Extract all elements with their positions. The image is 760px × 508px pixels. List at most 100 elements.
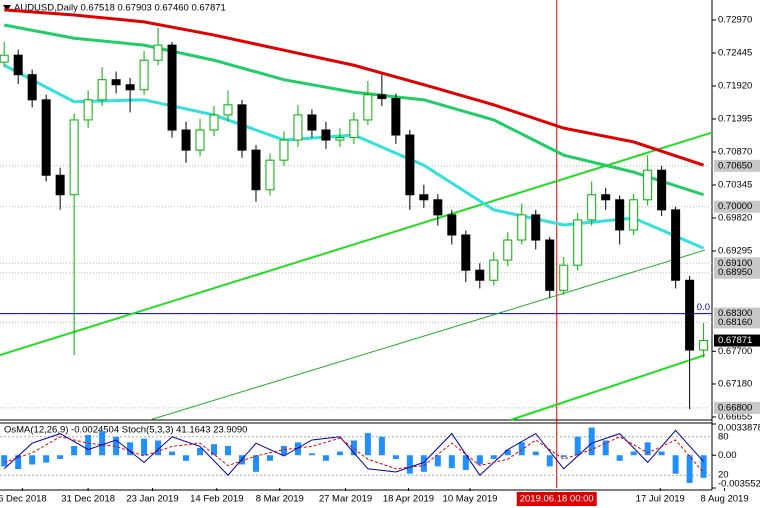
moving-average xyxy=(4,8,705,167)
candle-body xyxy=(55,174,65,196)
osma-bar xyxy=(392,455,399,459)
level-label: 0.68160 xyxy=(718,317,752,328)
osma-tick-label: 0.0033878 xyxy=(718,423,760,434)
level-label-box xyxy=(714,257,760,270)
osma-bar xyxy=(378,436,385,456)
candle-body xyxy=(517,214,527,241)
osma-tick-label: -0.0035522 xyxy=(718,479,760,490)
candle-body xyxy=(293,114,303,141)
y-tick-label: 0.71395 xyxy=(718,114,752,125)
osma-bar xyxy=(266,455,273,461)
y-tick-label: 0.72445 xyxy=(718,48,752,59)
candle-body xyxy=(139,59,149,91)
osma-bar xyxy=(490,455,497,459)
trendline xyxy=(0,131,713,357)
candle-body xyxy=(307,114,317,131)
x-tick-label: 8 Aug 2019 xyxy=(701,494,749,505)
candle-body xyxy=(97,79,107,101)
osma-bar xyxy=(71,446,78,456)
candle-body xyxy=(377,94,387,100)
osma-bar xyxy=(420,455,427,472)
y-tick-label: 0.69295 xyxy=(718,246,752,257)
level-label-box xyxy=(714,401,760,414)
candle-body xyxy=(111,79,121,86)
osma-bar xyxy=(504,449,511,456)
moving-average xyxy=(3,23,705,197)
candle-body xyxy=(699,340,709,351)
y-tick-label: 0.71920 xyxy=(718,81,752,92)
osma-bar xyxy=(322,455,329,461)
stoch-tick-label: 20 xyxy=(718,470,729,481)
osma-bar xyxy=(616,455,623,461)
level-label-box xyxy=(714,316,760,329)
candle-body xyxy=(279,139,289,161)
candle-body xyxy=(587,194,597,221)
osma-bar xyxy=(588,427,595,456)
osma-bar xyxy=(364,433,371,456)
level-label: 0.69100 xyxy=(718,258,752,269)
osma-bar xyxy=(1,455,8,467)
y-tick-label: 0.70345 xyxy=(718,180,752,191)
candle-body xyxy=(629,199,639,231)
stoch-tick-label: 80 xyxy=(718,431,729,442)
candle-body xyxy=(349,119,359,139)
osma-bar xyxy=(155,440,162,456)
osma-bar xyxy=(294,442,301,456)
candle-body xyxy=(615,199,625,231)
osma-bar xyxy=(15,455,22,470)
x-tick-label: 17 Jul 2019 xyxy=(636,494,685,505)
candle-body xyxy=(447,214,457,236)
osma-bar xyxy=(211,444,218,456)
candle-body xyxy=(0,54,9,63)
x-tick-label: 6 Dec 2018 xyxy=(0,494,47,505)
candle-body xyxy=(251,149,261,191)
osma-bar xyxy=(574,436,581,456)
candle-body xyxy=(41,99,51,176)
y-tick-label: 0.70870 xyxy=(718,147,752,158)
candle-body xyxy=(153,44,163,61)
level-label: 0.70650 xyxy=(718,160,752,171)
osma-bar xyxy=(127,442,134,456)
candle-body xyxy=(405,134,415,196)
candle-body xyxy=(125,84,135,91)
osma-bar xyxy=(308,453,315,456)
osma-bar xyxy=(113,436,120,456)
candle-body xyxy=(181,129,191,151)
candle-body xyxy=(419,194,429,201)
candle-body xyxy=(27,74,37,101)
osma-bar xyxy=(560,455,567,458)
vertical-line-label-box xyxy=(516,492,597,506)
x-tick-label: 8 Mar 2019 xyxy=(256,494,304,505)
x-tick-label: 18 Apr 2019 xyxy=(383,494,434,505)
osma-bar xyxy=(448,455,455,469)
osma-bar xyxy=(350,440,357,456)
last-price-label: 0.67871 xyxy=(718,335,752,346)
level-label: 0.68950 xyxy=(718,267,752,278)
level-label: 0.70000 xyxy=(718,201,752,212)
osma-bar xyxy=(197,447,204,456)
x-tick-label: 10 May 2019 xyxy=(443,494,498,505)
candle-body xyxy=(223,104,233,116)
candle-body xyxy=(335,137,345,141)
candle-body xyxy=(461,234,471,271)
osma-bar xyxy=(672,455,679,474)
chart-title: AUDUSD,Daily 0.67518 0.67903 0.67460 0.6… xyxy=(14,3,226,14)
osma-bar xyxy=(462,455,469,470)
candle-body xyxy=(643,169,653,201)
osma-bar xyxy=(518,442,525,456)
menu-icon[interactable] xyxy=(3,5,11,11)
x-tick-label: 14 Feb 2019 xyxy=(190,494,243,505)
osma-bar xyxy=(700,455,707,478)
level-label-box xyxy=(714,159,760,172)
osma-bar xyxy=(532,451,539,456)
osma-bar xyxy=(252,455,259,472)
y-tick-label: 0.67700 xyxy=(718,346,752,357)
candle-body xyxy=(195,129,205,151)
indicator-title: OsMA(12,26,9) -0.0024504 Stoch(5,3,3) 41… xyxy=(4,425,247,436)
osma-bar xyxy=(141,438,148,456)
candle-body xyxy=(391,98,401,136)
osma-bar xyxy=(85,434,92,456)
horizontal-line-label: 0.0 xyxy=(697,302,710,313)
level-label: 0.68300 xyxy=(718,308,752,319)
candle-body xyxy=(237,104,247,151)
